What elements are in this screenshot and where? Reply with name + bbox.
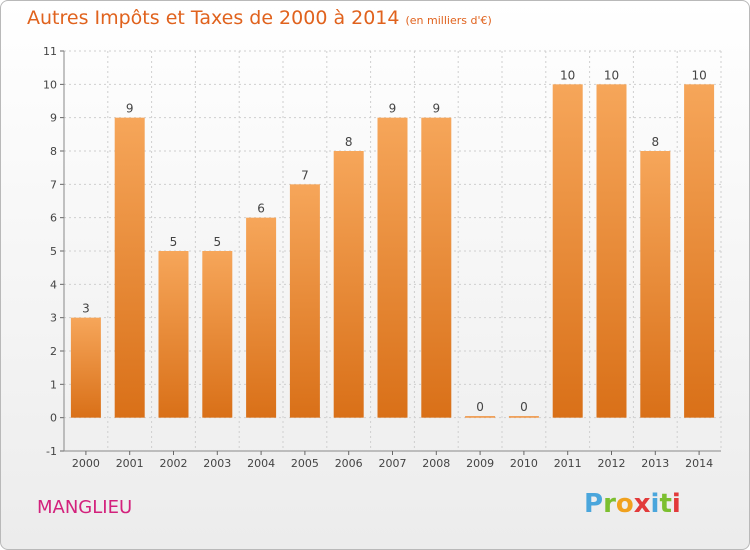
x-tick-label-2013: 2013 [641, 457, 669, 470]
chart-unit-note: (en milliers d'€) [405, 14, 492, 27]
bar-2003 [202, 251, 233, 418]
bar-2004 [246, 217, 277, 418]
bar-2005 [289, 184, 320, 418]
x-tick-label-2014: 2014 [685, 457, 713, 470]
bar-2002 [158, 251, 189, 418]
data-label-2002: 5 [170, 235, 178, 249]
x-tick-label-2001: 2001 [116, 457, 144, 470]
y-tick-label: 4 [50, 278, 57, 291]
logo-letter: P [584, 489, 604, 519]
logo-letter: i [650, 489, 660, 519]
y-tick-label: 5 [50, 245, 57, 258]
x-tick-label-2010: 2010 [510, 457, 538, 470]
data-label-2006: 8 [345, 135, 353, 149]
bar-2009 [465, 416, 496, 418]
bar-2013 [640, 151, 671, 418]
y-tick-label: 7 [50, 178, 57, 191]
logo-letter: x [633, 489, 651, 519]
bar-2014 [684, 84, 715, 418]
y-tick-label: 10 [43, 78, 57, 91]
chart-title: Autres Impôts et Taxes de 2000 à 2014 (en… [27, 7, 492, 29]
x-tick-label-2007: 2007 [379, 457, 407, 470]
logo-letter: i [671, 489, 681, 519]
bar-2000 [70, 317, 101, 418]
x-tick-label-2008: 2008 [422, 457, 450, 470]
data-label-2004: 6 [257, 202, 265, 216]
x-tick-label-2006: 2006 [335, 457, 363, 470]
proxiti-logo[interactable]: Proxiti [584, 489, 681, 519]
data-label-2001: 9 [126, 102, 134, 116]
data-label-2000: 3 [82, 302, 90, 316]
x-tick-label-2009: 2009 [466, 457, 494, 470]
bar-2011 [552, 84, 583, 418]
x-tick-label-2002: 2002 [160, 457, 188, 470]
data-label-2011: 10 [560, 68, 575, 82]
logo-letter: t [659, 489, 672, 519]
logo-letter: r [603, 489, 616, 519]
data-label-2007: 9 [389, 102, 397, 116]
y-tick-label: 3 [50, 312, 57, 325]
y-tick-label: -1 [46, 445, 57, 458]
x-tick-label-2011: 2011 [554, 457, 582, 470]
y-tick-label: 1 [50, 378, 57, 391]
y-tick-label: 11 [43, 45, 57, 58]
bar-2010 [508, 416, 539, 418]
data-label-2008: 9 [432, 102, 440, 116]
data-label-2012: 10 [604, 68, 619, 82]
bar-2001 [114, 117, 145, 418]
chart-title-text: Autres Impôts et Taxes de 2000 à 2014 [27, 7, 400, 29]
data-label-2003: 5 [213, 235, 221, 249]
data-label-2013: 8 [651, 135, 659, 149]
place-name: MANGLIEU [37, 497, 133, 518]
x-tick-label-2003: 2003 [203, 457, 231, 470]
x-tick-label-2000: 2000 [72, 457, 100, 470]
data-label-2014: 10 [691, 68, 706, 82]
data-label-2010: 0 [520, 400, 528, 414]
y-tick-label: 6 [50, 212, 57, 225]
x-tick-label-2005: 2005 [291, 457, 319, 470]
logo-letter: o [615, 489, 634, 519]
y-tick-label: 9 [50, 112, 57, 125]
bar-2007 [377, 117, 408, 418]
x-tick-label-2012: 2012 [598, 457, 626, 470]
y-tick-label: 0 [50, 412, 57, 425]
y-tick-label: 8 [50, 145, 57, 158]
data-label-2005: 7 [301, 168, 309, 182]
y-tick-label: 2 [50, 345, 57, 358]
data-label-2009: 0 [476, 400, 484, 414]
bar-2012 [596, 84, 627, 418]
bar-2008 [421, 117, 452, 418]
x-tick-label-2004: 2004 [247, 457, 275, 470]
bar-2006 [333, 151, 364, 418]
